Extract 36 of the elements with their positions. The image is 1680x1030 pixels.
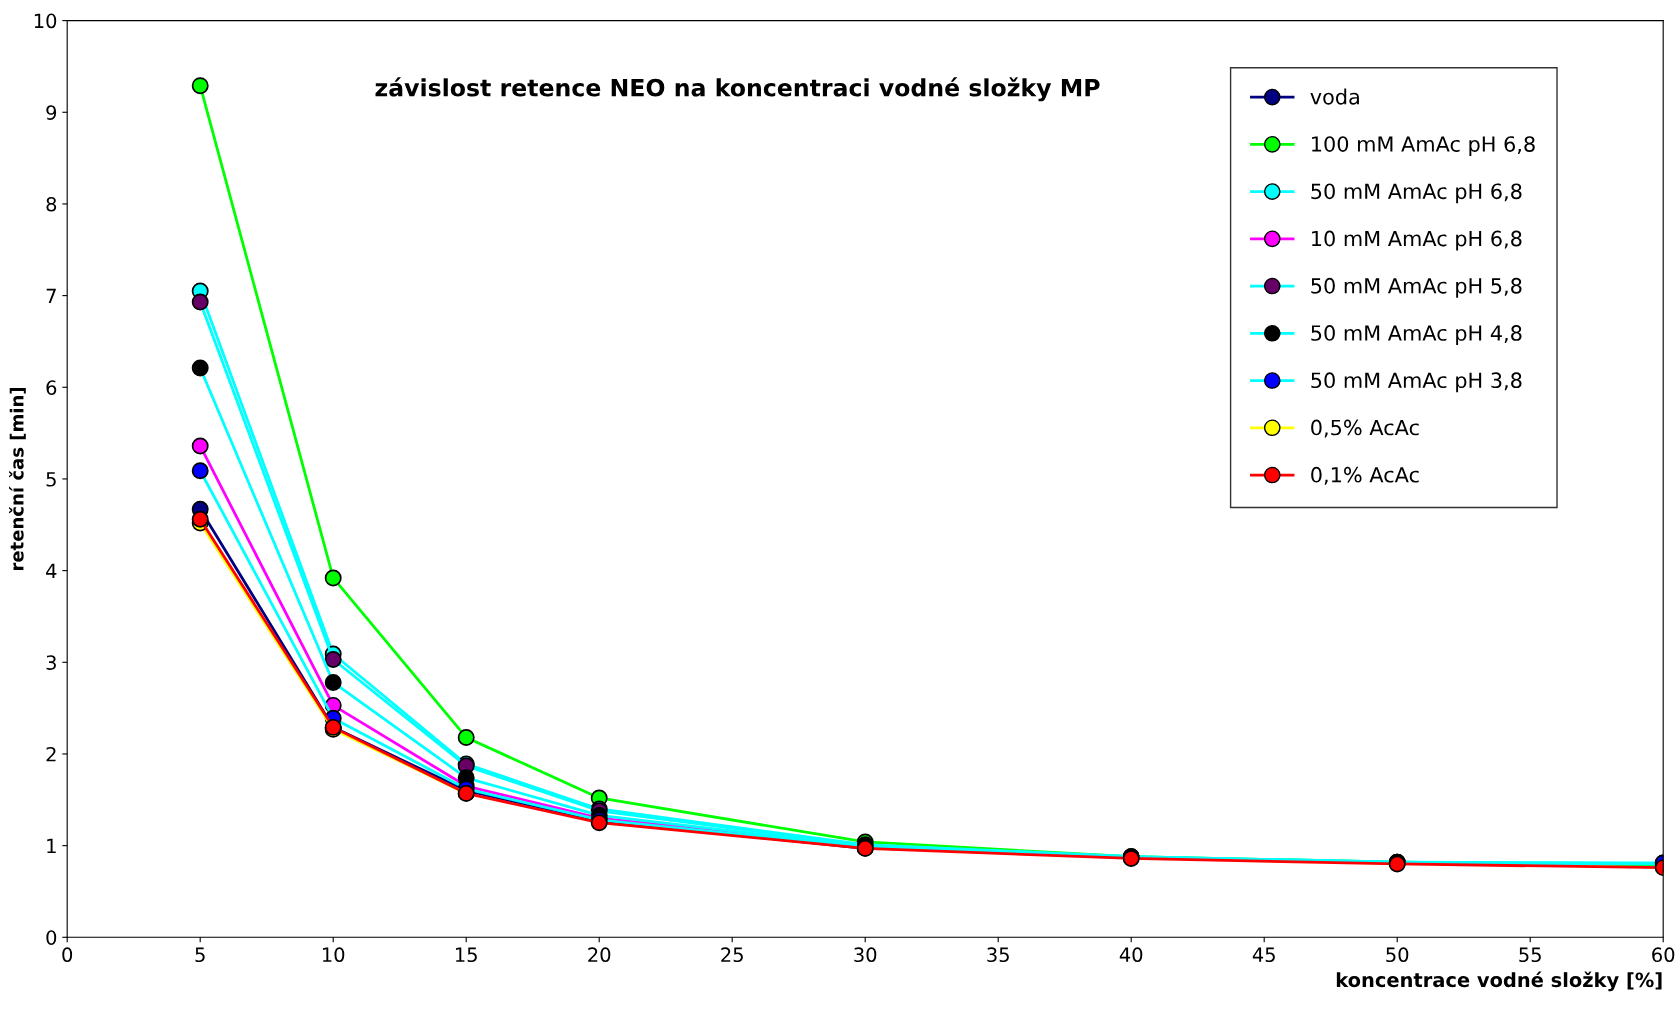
y-tick-label: 1 xyxy=(47,838,56,854)
x-axis-title: koncentrace vodné složky [%] xyxy=(1336,971,1662,992)
x-tick-label: 60 xyxy=(1652,947,1675,963)
y-tick-label: 4 xyxy=(46,563,57,579)
legend-label: 0,1% AcAc xyxy=(1311,466,1419,485)
y-tick-label: 8 xyxy=(46,196,57,212)
x-tick-label: 30 xyxy=(854,947,877,963)
y-tick-label: 10 xyxy=(34,13,57,29)
x-tick-label: 15 xyxy=(455,947,477,963)
y-tick-label: 0 xyxy=(46,930,57,945)
y-tick-label: 7 xyxy=(46,288,56,303)
x-tick-label: 45 xyxy=(1252,947,1275,963)
legend-label: 10 mM AmAc pH 6,8 xyxy=(1312,230,1522,251)
x-tick-label: 10 xyxy=(322,947,345,963)
y-tick-label: 5 xyxy=(46,472,56,487)
legend-label: 50 mM AmAc pH 3,8 xyxy=(1311,372,1522,393)
legend-label: 50 mM AmAc pH 6,8 xyxy=(1311,183,1522,204)
text: závislost retence NEO na koncentraci vodné složky MP xyxy=(375,77,1100,102)
legend-label: 50 mM AmAc pH 5,8 xyxy=(1311,277,1522,298)
x-tick-label: 25 xyxy=(721,947,743,963)
legend-label: 100 mM AmAc pH 6,8 xyxy=(1312,136,1535,156)
x-tick-label: 20 xyxy=(588,947,611,963)
x-tick-label: 35 xyxy=(987,947,1009,963)
x-tick-label: 50 xyxy=(1386,947,1409,963)
y-axis-title: retenční čas [min] xyxy=(8,387,26,571)
legend-label: 0,5% AcAc xyxy=(1311,419,1419,438)
x-tick-label: 5 xyxy=(195,947,205,963)
legend-label: 50 mM AmAc pH 4,8 xyxy=(1311,325,1522,345)
x-tick-label: 55 xyxy=(1519,947,1541,963)
y-tick-label: 2 xyxy=(46,746,56,762)
x-tick-label: 40 xyxy=(1119,947,1143,963)
y-tick-label: 9 xyxy=(46,105,57,120)
legend-label: voda xyxy=(1310,88,1359,105)
y-tick-label: 6 xyxy=(46,380,57,395)
x-tick-label: 0 xyxy=(62,947,73,963)
y-tick-label: 3 xyxy=(46,655,56,670)
